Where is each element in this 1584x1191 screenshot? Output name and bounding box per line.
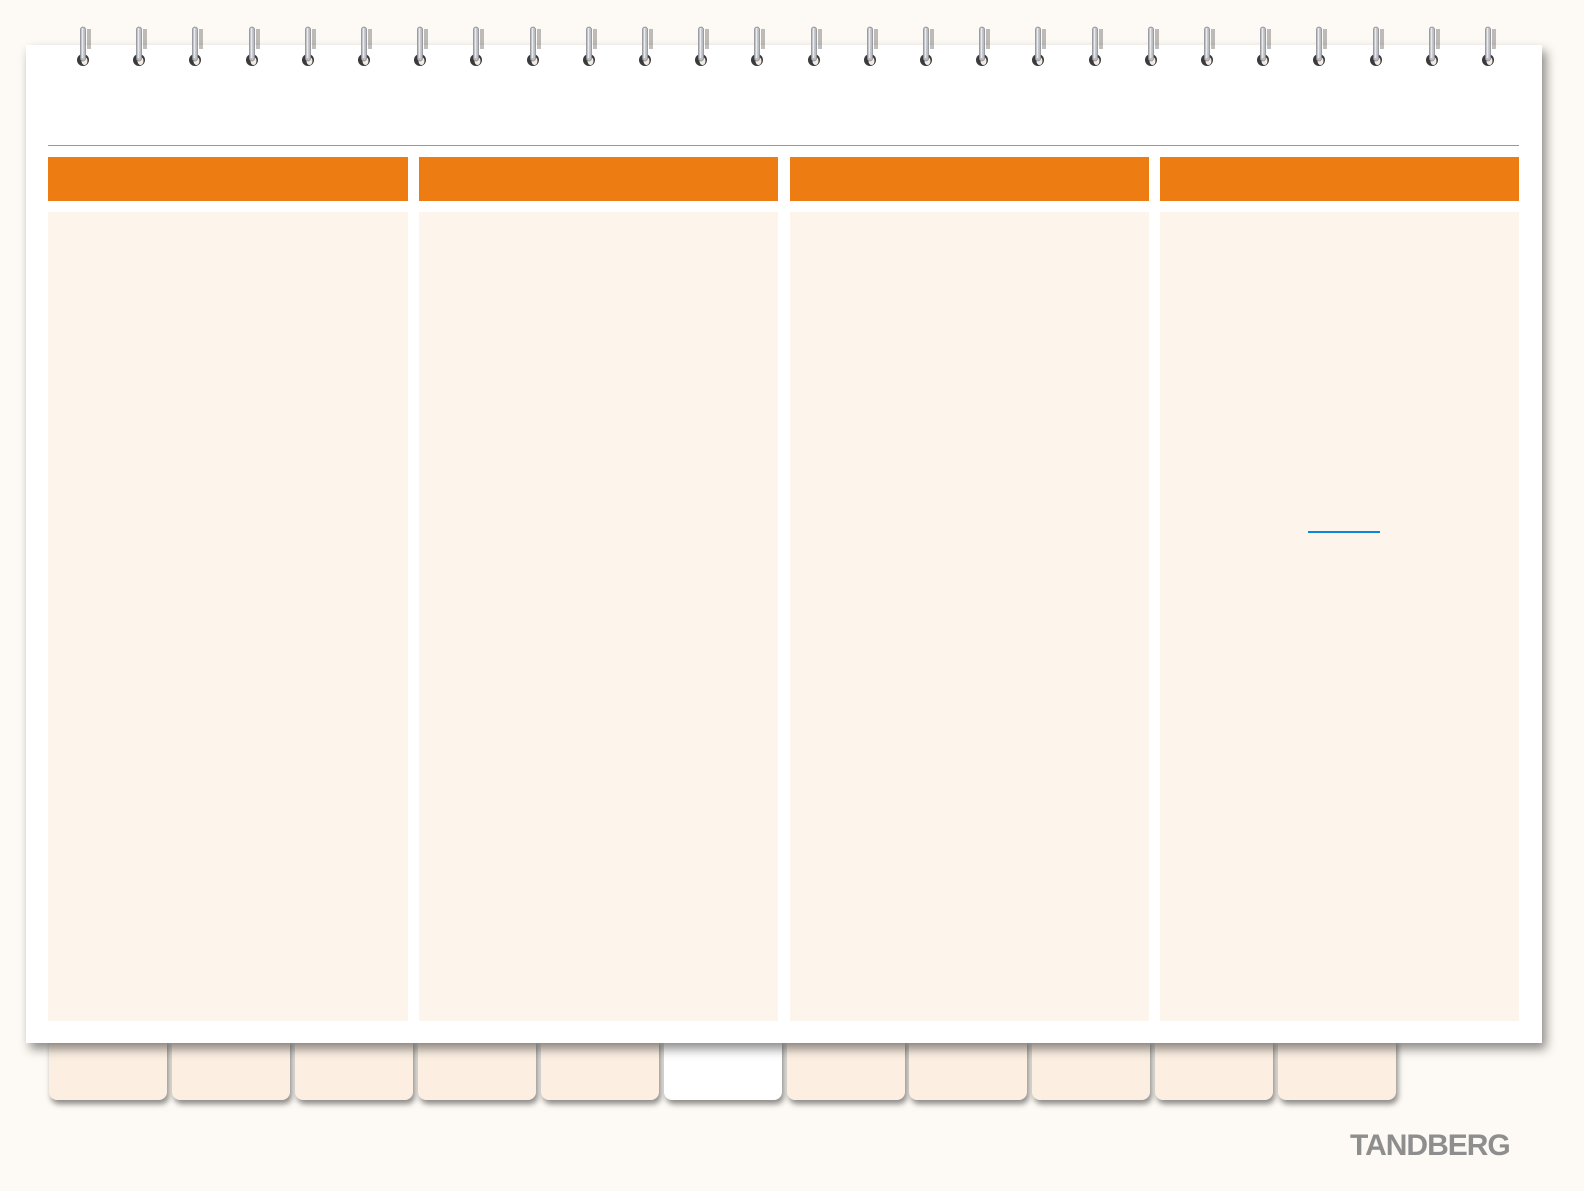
spiral-ring-icon [1088,26,1103,66]
column-header-2 [419,157,778,201]
spiral-ring-icon [1369,26,1384,66]
spiral-ring-icon [358,26,372,66]
spiral-ring-icon [526,26,541,66]
spiral-ring-icon [189,26,204,66]
column-body-2 [419,212,778,1021]
section-tab-6[interactable] [664,1040,782,1100]
section-tab-10[interactable] [1155,1040,1273,1100]
tandberg-logo: TANDBERG [1350,1129,1511,1162]
spiral-ring-icon [976,26,991,66]
header-divider [48,145,1519,146]
spiral-ring-icon [639,26,653,66]
column-body-1 [48,212,408,1021]
section-tab-3[interactable] [295,1040,413,1100]
column-header-4 [1160,157,1519,201]
column-header-1 [48,157,408,201]
spiral-ring-icon [920,26,934,66]
spiral-ring-icon [1482,26,1496,66]
spiral-ring-icon [133,26,148,66]
spiral-ring-icon [245,26,260,66]
column-body-4 [1160,212,1519,1021]
spiral-ring-icon [863,26,878,66]
spiral-ring-icon [77,26,91,66]
section-tab-9[interactable] [1032,1040,1150,1100]
spiral-ring-icon [751,26,766,66]
spiral-ring-icon [1032,26,1047,66]
section-tab-5[interactable] [541,1040,659,1100]
spiral-ring-icon [414,26,429,66]
column-header-3 [790,157,1149,201]
section-tab-4[interactable] [418,1040,536,1100]
hyperlink-underline[interactable] [1308,531,1380,533]
spiral-ring-icon [695,26,710,66]
spiral-ring-icon [1257,26,1272,66]
section-tab-11[interactable] [1278,1040,1396,1100]
spiral-ring-icon [582,26,597,66]
section-tab-7[interactable] [787,1040,905,1100]
spiral-ring-icon [1425,26,1440,66]
section-tab-1[interactable] [49,1040,167,1100]
spiral-ring-icon [1144,26,1159,66]
spiral-ring-icon [807,26,822,66]
spiral-ring-icon [1201,26,1215,66]
spiral-ring-icon [301,26,316,66]
section-tab-8[interactable] [909,1040,1027,1100]
column-body-3 [790,212,1149,1021]
section-tab-2[interactable] [172,1040,290,1100]
spiral-ring-icon [1313,26,1328,66]
spiral-ring-icon [470,26,485,66]
